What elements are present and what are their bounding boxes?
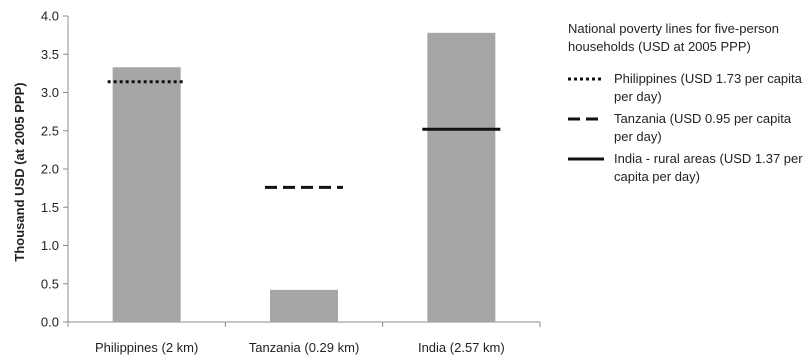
y-tick-label: 2.5 xyxy=(41,123,59,138)
x-axis: Philippines (2 km) Tanzania (0.29 km) Indi… xyxy=(67,321,541,355)
legend-swatch-dashed xyxy=(568,117,604,121)
legend-item: India - rural areas (USD 1.37 per capita… xyxy=(568,150,804,186)
bar xyxy=(112,67,181,322)
legend: National poverty lines for five-person h… xyxy=(568,20,804,190)
y-tick-label: 1.0 xyxy=(41,238,59,253)
legend-item: Tanzania (USD 0.95 per capita per day) xyxy=(568,110,804,146)
bars xyxy=(112,32,496,322)
legend-item: Philippines (USD 1.73 per capita per day… xyxy=(568,70,804,106)
x-category-label: India (2.57 km) xyxy=(418,340,505,355)
x-category-label: Tanzania (0.29 km) xyxy=(249,340,360,355)
y-axis: 0.0 0.5 1.0 1.5 2.0 2.5 3.0 3.5 4.0 xyxy=(41,9,69,330)
y-tick-label: 2.0 xyxy=(41,162,59,177)
legend-items: Philippines (USD 1.73 per capita per day… xyxy=(568,70,804,186)
legend-label: Philippines (USD 1.73 per capita per day… xyxy=(614,71,802,104)
y-axis-label: Thousand USD (at 2005 PPP) xyxy=(12,82,27,261)
y-tick-label: 3.5 xyxy=(41,47,59,62)
y-tick-label: 0.0 xyxy=(41,315,59,330)
legend-title: National poverty lines for five-person h… xyxy=(568,21,779,54)
y-tick-label: 1.5 xyxy=(41,200,59,215)
poverty-lines xyxy=(107,80,501,189)
x-category-label: Philippines (2 km) xyxy=(95,340,198,355)
legend-swatch-solid xyxy=(568,157,604,161)
bar xyxy=(270,289,338,322)
y-tick-label: 0.5 xyxy=(41,276,59,291)
bar xyxy=(427,32,496,322)
y-tick-label: 4.0 xyxy=(41,9,59,24)
y-tick-label: 3.0 xyxy=(41,85,59,100)
legend-label: India - rural areas (USD 1.37 per capita… xyxy=(614,151,803,184)
legend-label: Tanzania (USD 0.95 per capita per day) xyxy=(614,111,792,144)
legend-swatch-dotted xyxy=(568,77,604,81)
